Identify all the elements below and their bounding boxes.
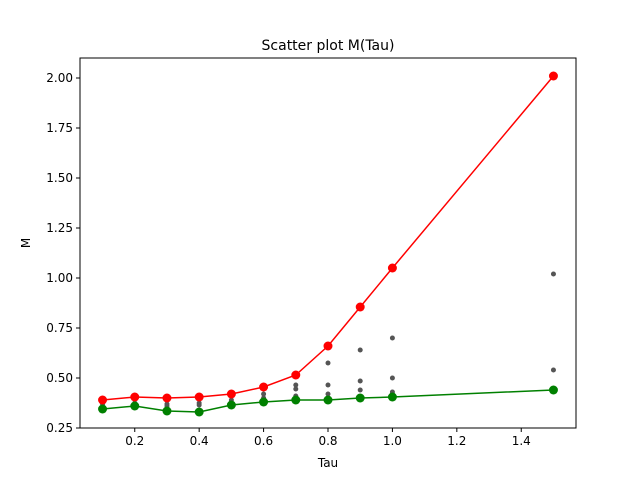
scatter-point xyxy=(293,382,299,388)
series-marker xyxy=(355,302,365,312)
series-marker xyxy=(259,397,269,407)
scatter-point xyxy=(389,375,395,381)
x-tick-label: 1.4 xyxy=(512,434,531,448)
scatter-point xyxy=(550,367,556,373)
series-marker xyxy=(162,406,172,416)
y-tick-label: 1.50 xyxy=(46,171,73,185)
scatter-point xyxy=(550,271,556,277)
x-axis-label: Tau xyxy=(317,456,338,470)
series-marker xyxy=(548,71,558,81)
chart-title: Scatter plot M(Tau) xyxy=(262,38,395,54)
series-marker xyxy=(355,393,365,403)
scatter-point xyxy=(357,378,363,384)
series-marker xyxy=(194,407,204,417)
y-tick-label: 1.75 xyxy=(46,121,73,135)
scatter-point xyxy=(261,391,267,397)
y-tick-label: 1.25 xyxy=(46,221,73,235)
axes-frame xyxy=(79,57,577,429)
series-marker xyxy=(130,392,140,402)
series-marker xyxy=(323,341,333,351)
scatter-point xyxy=(389,335,395,341)
scatter-point xyxy=(357,387,363,393)
scatter-point xyxy=(357,347,363,353)
series-marker xyxy=(98,395,108,405)
y-tick-label: 1.00 xyxy=(46,271,73,285)
x-axis-ticks: 0.2 0.4 0.6 0.8 1.0 1.2 1.4 xyxy=(125,428,531,448)
series-marker xyxy=(323,395,333,405)
x-tick-label: 0.4 xyxy=(190,434,209,448)
y-axis-label: M xyxy=(19,238,33,248)
x-tick-label: 1.2 xyxy=(447,434,466,448)
series-marker xyxy=(130,401,140,411)
y-axis-ticks: 0.25 0.50 0.75 1.00 1.25 1.50 1.75 2.00 xyxy=(46,71,80,435)
plot-area xyxy=(98,71,558,417)
scatter-point xyxy=(293,386,299,392)
x-tick-label: 0.6 xyxy=(254,434,273,448)
y-tick-label: 0.25 xyxy=(46,421,73,435)
y-tick-label: 0.50 xyxy=(46,371,73,385)
y-tick-label: 0.75 xyxy=(46,321,73,335)
series-marker xyxy=(387,263,397,273)
y-tick-label: 2.00 xyxy=(46,71,73,85)
series-marker xyxy=(259,382,269,392)
series-marker xyxy=(548,385,558,395)
scatter-point xyxy=(164,401,170,407)
series-marker xyxy=(162,393,172,403)
scatter-point xyxy=(325,360,331,366)
x-tick-label: 1.0 xyxy=(383,434,402,448)
x-tick-label: 0.2 xyxy=(125,434,144,448)
series-marker xyxy=(291,370,301,380)
scatter-point xyxy=(196,400,202,406)
scatter-point xyxy=(325,382,331,388)
scatter-point xyxy=(325,391,331,397)
series-marker xyxy=(226,400,236,410)
series-marker xyxy=(194,392,204,402)
series-marker xyxy=(226,389,236,399)
series-marker xyxy=(291,395,301,405)
series-marker xyxy=(98,404,108,414)
x-tick-label: 0.8 xyxy=(318,434,337,448)
series-marker xyxy=(387,392,397,402)
